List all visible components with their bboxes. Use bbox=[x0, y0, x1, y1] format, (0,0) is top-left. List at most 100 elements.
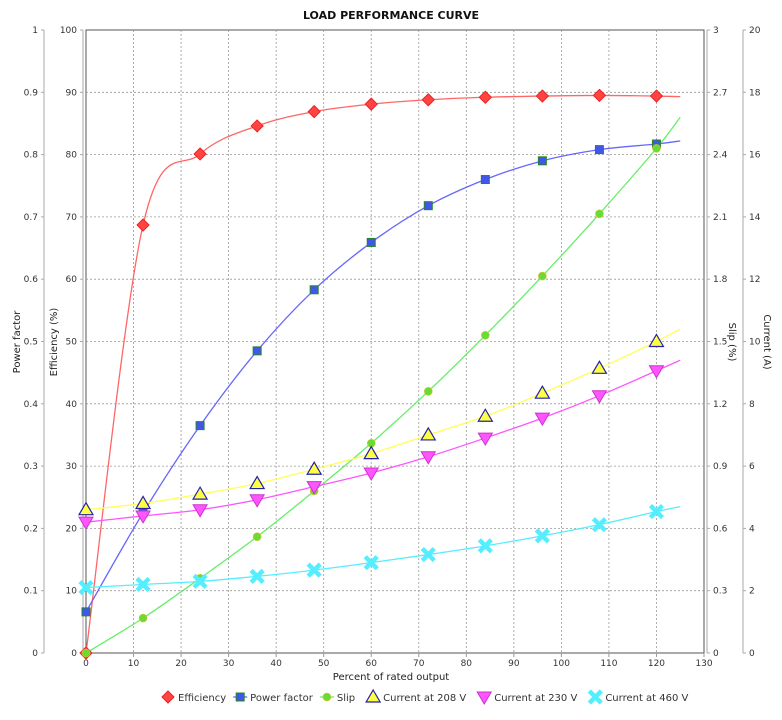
efficiency-point bbox=[535, 89, 550, 103]
legend-label: Power factor bbox=[250, 693, 314, 704]
legend-current-at-230-v-icon bbox=[476, 691, 493, 705]
current-at-460-v-point bbox=[306, 562, 322, 578]
x-axis-label: Percent of rated output bbox=[333, 672, 450, 683]
power-factor-tick-label: 0.7 bbox=[24, 213, 38, 223]
x-tick-label: 40 bbox=[270, 659, 282, 669]
slip-point bbox=[652, 144, 661, 153]
slip-point bbox=[423, 387, 433, 396]
power-factor-point bbox=[537, 156, 547, 166]
current-tick-label: 4 bbox=[749, 524, 755, 534]
power-factor-tick-label: 0.4 bbox=[24, 400, 39, 410]
legend-label: Current at 208 V bbox=[383, 693, 466, 704]
power-factor-point bbox=[195, 421, 205, 431]
power-factor-tick-label: 0 bbox=[32, 649, 38, 659]
current-at-460-v-point bbox=[420, 546, 436, 563]
current-at-230-v-point bbox=[249, 494, 266, 508]
current-tick-label: 12 bbox=[749, 275, 760, 285]
current-at-230-v-point bbox=[363, 467, 380, 481]
power-factor-point bbox=[309, 285, 319, 295]
power-factor-point bbox=[81, 607, 91, 617]
current-at-460-v-point bbox=[135, 576, 151, 593]
x-tick-label: 120 bbox=[648, 659, 665, 669]
efficiency-axis-label: Efficiency (%) bbox=[49, 308, 60, 377]
power-factor-tick-label: 0.2 bbox=[24, 524, 38, 534]
current-at-230-v-point bbox=[135, 510, 151, 524]
slip-tick-label: 3 bbox=[713, 26, 719, 36]
efficiency-tick-label: 30 bbox=[66, 462, 78, 472]
x-tick-label: 20 bbox=[175, 659, 187, 669]
power-factor-axis-label: Power factor bbox=[12, 310, 23, 374]
current-tick-label: 2 bbox=[749, 587, 755, 597]
x-tick-label: 80 bbox=[461, 659, 473, 669]
efficiency-point bbox=[478, 90, 493, 104]
legend-item-current-at-230-v: Current at 230 V bbox=[476, 691, 577, 705]
current-tick-label: 8 bbox=[749, 400, 755, 410]
power-factor-tick-label: 0.9 bbox=[24, 88, 39, 98]
x-tick-label: 60 bbox=[366, 659, 378, 669]
slip-tick-label: 0.6 bbox=[713, 524, 728, 534]
current-tick-label: 20 bbox=[749, 26, 761, 36]
current-at-230-v-point bbox=[420, 451, 437, 465]
current-at-208-v-point bbox=[420, 426, 437, 441]
current-at-208-v-point bbox=[306, 461, 323, 475]
slip-tick-label: 2.1 bbox=[713, 213, 727, 223]
slip-tick-label: 0.9 bbox=[713, 462, 728, 472]
legend-label: Current at 230 V bbox=[494, 693, 577, 704]
current-at-460-v-line bbox=[85, 505, 681, 589]
efficiency-tick-label: 0 bbox=[71, 649, 77, 659]
x-tick-label: 90 bbox=[508, 659, 520, 669]
power-factor-tick-label: 0.1 bbox=[24, 587, 38, 597]
current-at-460-v-point bbox=[534, 528, 550, 544]
current-at-208-v-point bbox=[534, 385, 551, 399]
slip-tick-label: 1.5 bbox=[713, 338, 727, 348]
current-tick-label: 18 bbox=[749, 88, 761, 98]
legend-item-slip: Slip bbox=[319, 692, 355, 704]
legend-current-at-460-v-icon bbox=[587, 689, 603, 705]
current-at-208-v-point bbox=[249, 475, 266, 490]
power-factor-tick-label: 0.3 bbox=[24, 462, 38, 472]
current-at-230-v-point bbox=[648, 365, 665, 379]
efficiency-tick-label: 60 bbox=[66, 275, 78, 285]
current-at-460-v-point bbox=[249, 568, 265, 584]
efficiency-point bbox=[307, 104, 321, 119]
legend-efficiency-icon bbox=[161, 690, 175, 704]
efficiency-tick-label: 20 bbox=[66, 524, 78, 534]
slip-tick-label: 2.4 bbox=[713, 151, 728, 161]
current-at-460-v-point bbox=[591, 517, 608, 533]
slip-axis-label: Slip (%) bbox=[726, 323, 737, 362]
power-factor-tick-label: 0.5 bbox=[24, 338, 38, 348]
current-axis-label: Current (A) bbox=[761, 314, 772, 369]
current-at-230-v-point bbox=[477, 432, 494, 447]
x-tick-label: 70 bbox=[413, 659, 425, 669]
x-tick-label: 0 bbox=[83, 659, 89, 669]
efficiency-tick-label: 50 bbox=[66, 338, 78, 348]
current-tick-label: 6 bbox=[749, 462, 755, 472]
current-at-460-v-point bbox=[78, 579, 94, 596]
legend-item-efficiency: Efficiency bbox=[161, 690, 226, 704]
efficiency-point bbox=[421, 93, 435, 107]
efficiency-tick-label: 70 bbox=[66, 213, 78, 223]
current-at-230-v-point bbox=[306, 481, 323, 495]
slip-tick-label: 1.8 bbox=[713, 275, 728, 285]
efficiency-point bbox=[364, 97, 378, 111]
x-tick-label: 110 bbox=[600, 659, 617, 669]
slip-tick-label: 0.3 bbox=[713, 587, 727, 597]
chart-title: LOAD PERFORMANCE CURVE bbox=[303, 9, 479, 22]
efficiency-tick-label: 40 bbox=[66, 400, 78, 410]
efficiency-tick-label: 80 bbox=[66, 151, 78, 161]
efficiency-point bbox=[136, 218, 150, 232]
power-factor-point bbox=[594, 145, 604, 155]
current-at-208-v-point bbox=[477, 408, 494, 422]
x-tick-label: 10 bbox=[128, 659, 140, 669]
legend-current-at-208-v-icon bbox=[365, 688, 382, 703]
slip-point bbox=[538, 271, 547, 281]
legend-item-current-at-208-v: Current at 208 V bbox=[365, 688, 466, 704]
current-tick-label: 10 bbox=[749, 338, 761, 348]
current-at-460-v-point bbox=[192, 573, 208, 589]
legend-power-factor-icon bbox=[235, 692, 245, 702]
legend-label: Slip bbox=[337, 693, 355, 704]
current-at-208-v-point bbox=[363, 445, 380, 460]
x-tick-label: 30 bbox=[223, 659, 235, 669]
power-factor-point bbox=[423, 201, 433, 211]
